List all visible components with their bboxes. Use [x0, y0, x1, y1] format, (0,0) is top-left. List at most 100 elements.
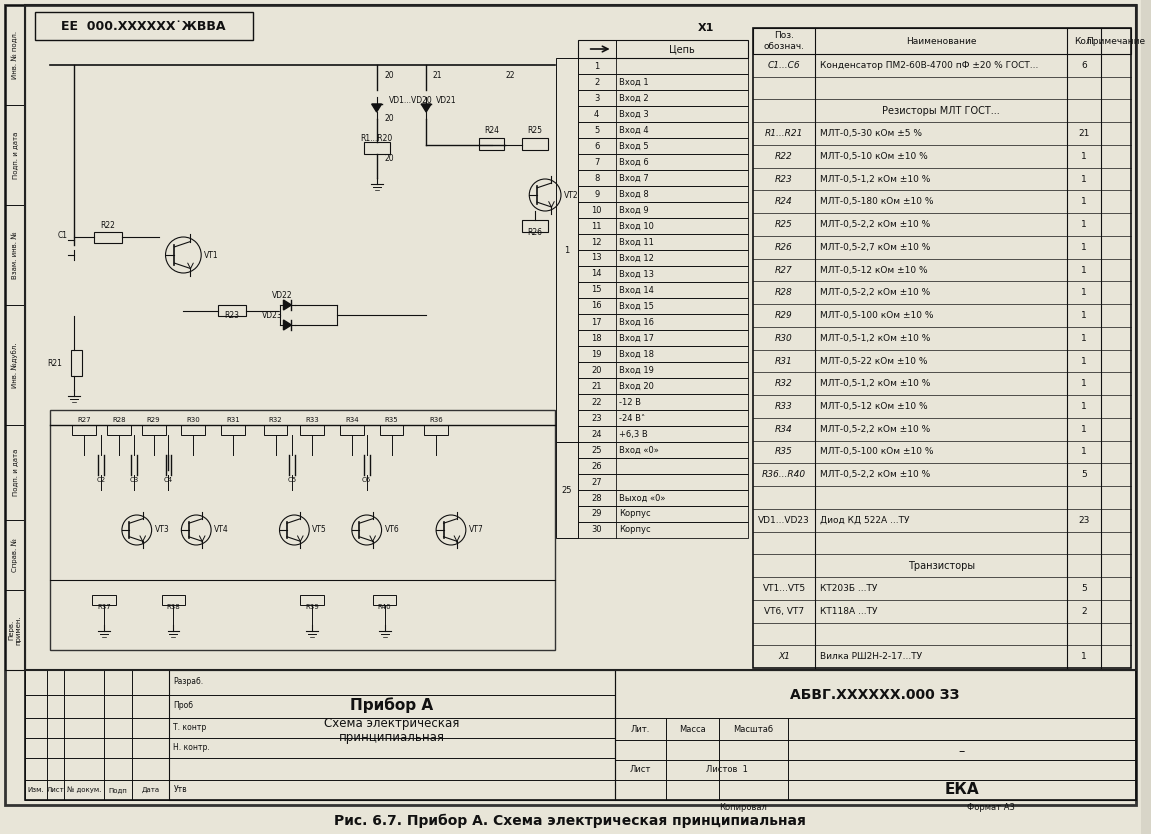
- Bar: [5, 5, 25, 670]
- Text: 1: 1: [1082, 652, 1088, 661]
- Text: Вход 16: Вход 16: [619, 318, 655, 326]
- Text: Вход 6: Вход 6: [619, 158, 649, 167]
- Text: Инв. № подл.: Инв. № подл.: [12, 31, 18, 79]
- Text: C1: C1: [58, 230, 68, 239]
- Text: принципиальная: принципиальная: [338, 731, 444, 743]
- Text: АБВГ.XXXXXX.000 ЗЗ: АБВГ.XXXXXX.000 ЗЗ: [791, 688, 960, 702]
- Bar: [753, 28, 1131, 668]
- Text: R36...R40: R36...R40: [762, 470, 806, 480]
- Text: 21: 21: [592, 381, 602, 390]
- Text: R1...R20: R1...R20: [360, 133, 392, 143]
- Text: 21: 21: [1078, 129, 1090, 138]
- Text: 20: 20: [384, 113, 394, 123]
- Bar: [92, 595, 116, 605]
- Bar: [161, 595, 185, 605]
- Text: C3: C3: [129, 477, 138, 483]
- Bar: [578, 314, 748, 330]
- Bar: [578, 394, 748, 410]
- Text: Лист: Лист: [47, 787, 64, 793]
- Text: Подп: Подп: [108, 787, 128, 793]
- Text: 2: 2: [1082, 606, 1088, 615]
- Text: 6: 6: [594, 142, 600, 150]
- Text: 4: 4: [594, 109, 600, 118]
- Text: КТ203Б ...ТУ: КТ203Б ...ТУ: [820, 584, 877, 593]
- Text: Цепь: Цепь: [669, 44, 695, 54]
- Text: R35: R35: [775, 448, 793, 456]
- Text: VD1...VD20: VD1...VD20: [389, 96, 433, 104]
- Text: R32: R32: [268, 417, 282, 423]
- Bar: [182, 425, 205, 435]
- Bar: [578, 106, 748, 122]
- Bar: [578, 506, 748, 522]
- Bar: [340, 425, 364, 435]
- Bar: [578, 378, 748, 394]
- Text: 5: 5: [1082, 470, 1088, 480]
- Bar: [578, 218, 748, 234]
- Bar: [578, 40, 748, 58]
- Text: 25: 25: [562, 485, 572, 495]
- Bar: [71, 350, 82, 376]
- Polygon shape: [283, 320, 291, 330]
- Text: R24: R24: [485, 125, 500, 134]
- Text: Вход 19: Вход 19: [619, 365, 654, 374]
- Text: Кол.: Кол.: [1074, 37, 1095, 46]
- Text: Вход 7: Вход 7: [619, 173, 649, 183]
- Text: 3: 3: [594, 93, 600, 103]
- Text: Вход «0»: Вход «0»: [619, 445, 660, 455]
- Text: МЛТ-0,5-30 кОм ±5 %: МЛТ-0,5-30 кОм ±5 %: [820, 129, 922, 138]
- Text: МЛТ-0,5-1,2 кОм ±10 %: МЛТ-0,5-1,2 кОм ±10 %: [820, 334, 930, 343]
- Text: VT6: VT6: [384, 525, 399, 535]
- Text: Вилка РШ2Н-2-17...ТУ: Вилка РШ2Н-2-17...ТУ: [820, 652, 922, 661]
- Text: 1: 1: [1082, 379, 1088, 389]
- Text: R27: R27: [775, 265, 793, 274]
- Bar: [221, 425, 245, 435]
- Bar: [578, 442, 748, 458]
- Text: C5: C5: [288, 477, 297, 483]
- Text: R28: R28: [112, 417, 125, 423]
- Text: Справ. №: Справ. №: [12, 538, 18, 572]
- Text: R33: R33: [305, 417, 319, 423]
- Text: Утв: Утв: [174, 785, 188, 793]
- Bar: [578, 426, 748, 442]
- Text: ЕКА: ЕКА: [945, 782, 980, 797]
- Bar: [169, 670, 615, 800]
- Text: 24: 24: [592, 430, 602, 439]
- Text: Н. контр.: Н. контр.: [174, 743, 211, 752]
- Text: Прибор А: Прибор А: [350, 697, 433, 713]
- Bar: [364, 142, 389, 154]
- Text: Корпус: Корпус: [619, 510, 651, 519]
- Text: ЕЕ  000.XXXXXX˙ЖВBA: ЕЕ 000.XXXXXX˙ЖВBA: [61, 19, 226, 33]
- Text: C4: C4: [163, 477, 173, 483]
- Text: Формат А3: Формат А3: [967, 802, 1015, 811]
- Text: R23: R23: [775, 174, 793, 183]
- Text: VT6, VT7: VT6, VT7: [764, 606, 805, 615]
- Text: 19: 19: [592, 349, 602, 359]
- Text: Инв. №дубл.: Инв. №дубл.: [12, 342, 18, 388]
- Bar: [25, 670, 1136, 800]
- Bar: [523, 138, 548, 150]
- Text: -24 В˄: -24 В˄: [619, 414, 646, 423]
- Bar: [578, 298, 748, 314]
- Text: 1: 1: [1082, 174, 1088, 183]
- Text: 17: 17: [592, 318, 602, 326]
- Text: Подп. и дата: Подп. и дата: [12, 131, 18, 178]
- Text: МЛТ-0,5-2,2 кОм ±10 %: МЛТ-0,5-2,2 кОм ±10 %: [820, 425, 930, 434]
- Text: Вход 18: Вход 18: [619, 349, 655, 359]
- Text: 5: 5: [594, 125, 600, 134]
- Text: Конденсатор ПМ2-60В-4700 пФ ±20 % ГОСТ...: Конденсатор ПМ2-60В-4700 пФ ±20 % ГОСТ..…: [820, 61, 1038, 70]
- Text: Вход 8: Вход 8: [619, 189, 649, 198]
- Text: 1: 1: [1082, 448, 1088, 456]
- Text: 18: 18: [592, 334, 602, 343]
- Text: Транзисторы: Транзисторы: [907, 560, 975, 570]
- Text: Лист: Лист: [630, 766, 651, 775]
- Text: R33: R33: [775, 402, 793, 411]
- Text: 12: 12: [592, 238, 602, 247]
- Text: МЛТ-0,5-2,2 кОм ±10 %: МЛТ-0,5-2,2 кОм ±10 %: [820, 289, 930, 297]
- Text: Вход 20: Вход 20: [619, 381, 654, 390]
- Bar: [578, 90, 748, 106]
- Text: VD1...VD23: VD1...VD23: [759, 515, 810, 525]
- Text: R38: R38: [167, 604, 181, 610]
- Text: Подп. и дата: Подп. и дата: [12, 449, 18, 496]
- Text: Вход 4: Вход 4: [619, 125, 649, 134]
- Text: VD22: VD22: [272, 290, 292, 299]
